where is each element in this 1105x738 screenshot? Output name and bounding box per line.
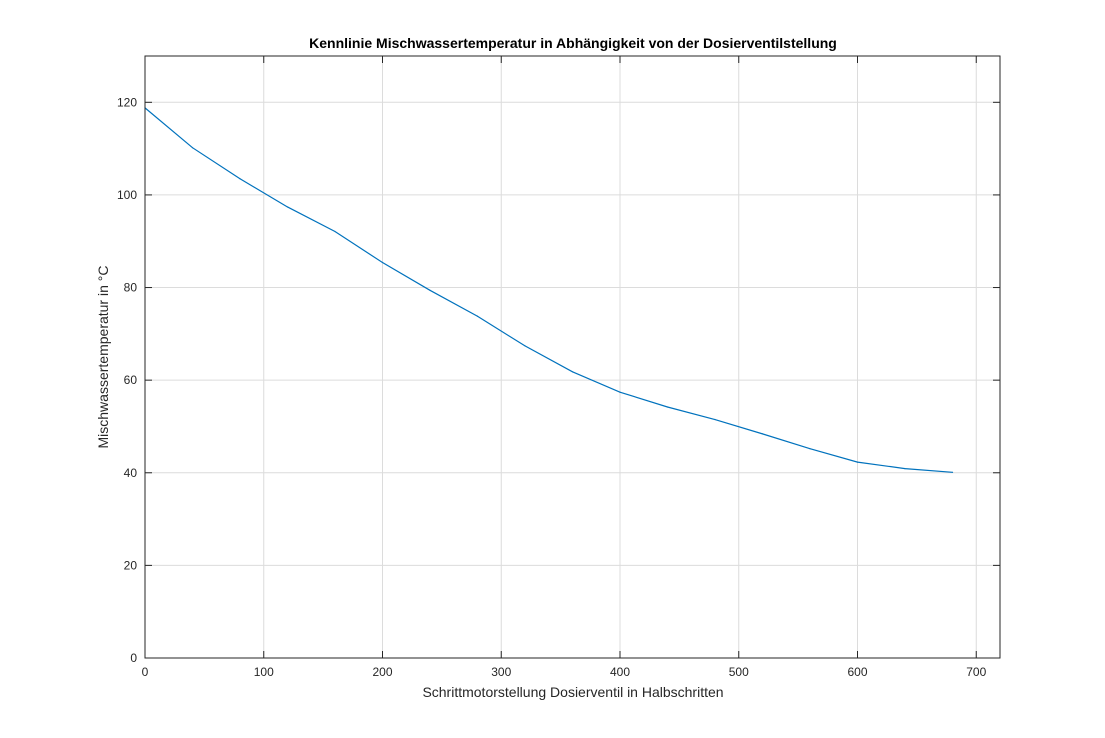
y-tick-label: 40 — [124, 466, 138, 480]
data-point — [666, 406, 669, 408]
data-point — [524, 345, 526, 347]
x-tick-label: 600 — [847, 665, 867, 679]
data-point — [714, 418, 716, 421]
x-tick-label: 200 — [372, 665, 392, 679]
y-tick-label: 0 — [130, 651, 137, 665]
y-axis-label: Mischwassertemperatur in °C — [95, 266, 111, 449]
data-point — [619, 391, 621, 393]
data-point — [809, 448, 811, 450]
tick-labels: 0 100 200 300 400 500 600 700 0 20 40 60 80 100 120 — [117, 95, 987, 679]
y-tick-label: 100 — [117, 188, 137, 202]
data-point — [239, 178, 241, 180]
y-tick-label: 20 — [124, 558, 138, 572]
series-layer — [144, 107, 954, 473]
data-point — [286, 206, 289, 208]
data-point — [476, 315, 479, 317]
ticks — [144, 56, 1000, 659]
plot-frame — [144, 55, 1001, 659]
x-tick-label: 0 — [142, 665, 149, 679]
series-line — [144, 107, 953, 473]
x-tick-label: 300 — [491, 665, 511, 679]
x-tick-label: 100 — [254, 665, 274, 679]
data-point — [334, 230, 336, 233]
x-axis-label: Schrittmotorstellung Dosierventil in Hal… — [422, 684, 723, 700]
data-point — [381, 261, 384, 264]
data-point — [429, 289, 431, 291]
chart-title: Kennlinie Mischwassertemperatur in Abhän… — [309, 35, 837, 51]
data-point — [761, 433, 764, 435]
y-tick-label: 120 — [117, 95, 137, 109]
data-point — [904, 468, 906, 470]
x-tick-label: 700 — [966, 665, 986, 679]
data-point — [951, 471, 954, 473]
y-tick-label: 60 — [124, 373, 138, 387]
grid — [144, 56, 1000, 659]
x-tick-label: 400 — [610, 665, 630, 679]
data-point — [571, 371, 574, 373]
data-point — [856, 461, 859, 463]
data-point — [191, 147, 194, 149]
x-tick-label: 500 — [729, 665, 749, 679]
y-tick-label: 80 — [124, 281, 138, 295]
